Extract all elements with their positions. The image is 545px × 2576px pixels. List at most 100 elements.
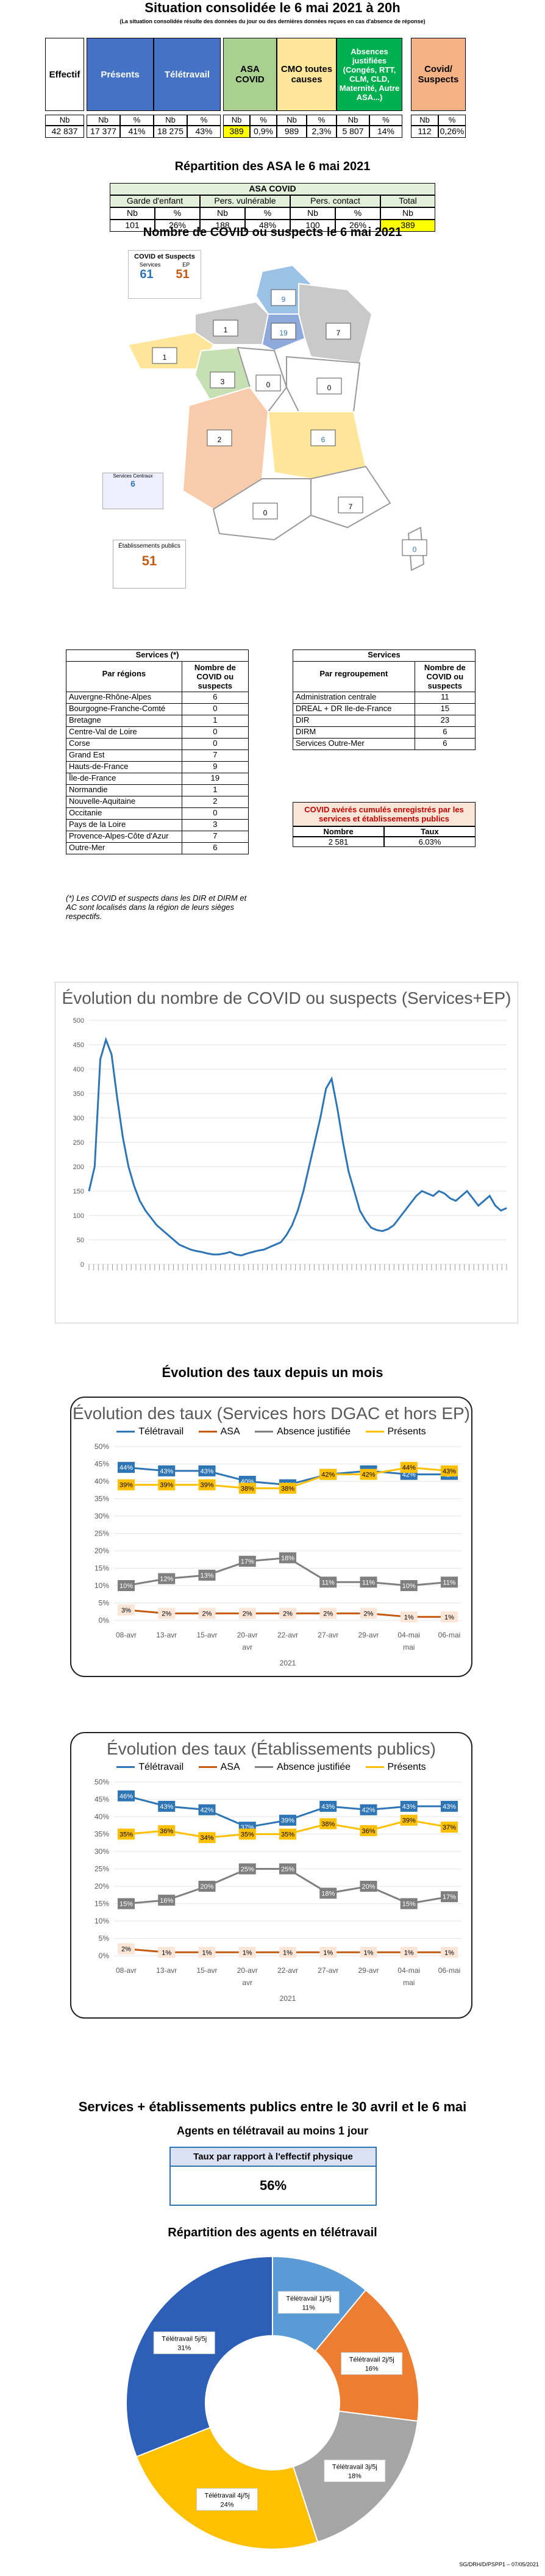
data-label-box (279, 1863, 296, 1874)
data-label: 25% (241, 1866, 254, 1873)
covid-point (88, 1190, 90, 1192)
asa-value: 101 (110, 220, 155, 232)
cumul-col2: Taux (384, 826, 476, 837)
teletravail-rate-value: 56% (259, 2178, 287, 2193)
asa-sub: Nb (200, 207, 245, 220)
chart3-svg: 50% 45% 40% 35% 30% 25% 20% 15% 10% 5% 0% 46% 43% 42%… (94, 1778, 461, 2003)
region-row: Île-de-France 19 (66, 773, 249, 785)
sub-cell: % (307, 115, 337, 126)
chart3-legend: Télétravail ASA Absence justifiée Présen… (71, 1760, 471, 1773)
etab-public-box: Établissements publics 51 (113, 540, 186, 589)
legend-teletravail: Télétravail (138, 1426, 184, 1437)
header-asa: ASA COVID (223, 38, 277, 111)
covid-point (308, 1166, 310, 1167)
legend-absence: Absence justifiée (277, 1426, 351, 1437)
value-cell: 5 807 (337, 126, 369, 138)
data-label-box (319, 1800, 337, 1812)
asa-sub: % (335, 207, 380, 220)
value-cell: 2,3% (307, 126, 337, 138)
header-covid: Covid/ Suspects (411, 38, 466, 111)
year-label: 2021 (280, 1994, 296, 2003)
data-label-box (198, 1608, 216, 1619)
sub-cell: Nb (154, 115, 187, 126)
data-label: 2% (364, 1610, 374, 1617)
group-name: DIRM (296, 727, 316, 736)
region-row: Bourgogne-Franche-Comté 0 (66, 704, 249, 715)
y-tick-label: 50 (77, 1237, 84, 1244)
sub-cell: % (120, 115, 154, 126)
donut-chart: Télétravail 1j/5j 11% Télétravail 2j/5j 16%… (126, 2255, 419, 2550)
x-tick-label: 27-avr (318, 1631, 338, 1639)
region-row: Bretagne 1 (66, 715, 249, 727)
y-tick-label: 45% (94, 1459, 109, 1468)
legend-presents: Présents (387, 1426, 426, 1437)
data-label-box (441, 1891, 458, 1902)
data-label-box (158, 1465, 176, 1476)
data-label: 3% (121, 1606, 131, 1614)
section2-title: Évolution des taux depuis un mois (162, 1365, 383, 1380)
data-label: 13% (200, 1572, 213, 1579)
data-label-box (238, 1555, 256, 1567)
occitanie-value: 0 (263, 509, 268, 517)
normandie-value: 1 (224, 326, 228, 334)
y-tick-label: 15% (94, 1899, 109, 1908)
region-row: Centre-Val de Loire 0 (66, 727, 249, 739)
services-regions-title: Services (*) (66, 649, 249, 662)
data-label: 42% (362, 1471, 375, 1478)
y-tick-label: 20% (94, 1547, 109, 1555)
data-label-box (198, 1831, 216, 1843)
covid-point (246, 1253, 248, 1254)
y-tick-label: 30% (94, 1847, 109, 1856)
data-label: 1% (444, 1614, 454, 1621)
services-regions-col2: Nombre de COVID ou suspects (181, 662, 248, 692)
group-row: DIR 23 (293, 715, 476, 727)
covid-point (263, 1249, 265, 1250)
sub-cell: Nb (277, 115, 307, 126)
covid-point (483, 1200, 485, 1201)
data-label: 17% (241, 1558, 254, 1565)
region-count: 7 (181, 750, 248, 761)
data-label: 43% (321, 1803, 335, 1810)
data-label: 43% (160, 1803, 173, 1810)
services-regions-table: Services (*) Par régions Nombre de COVID… (66, 649, 249, 854)
region-row: Nouvelle-Aquitaine 2 (66, 796, 249, 808)
data-label-box (319, 1608, 337, 1619)
legend-presents: Présents (387, 1761, 426, 1772)
services-centraux-label: Services Centraux (113, 473, 153, 479)
asa-sub: Nb (290, 207, 335, 220)
data-label-box (360, 1576, 377, 1587)
teletravail-rate-title: Taux par rapport à l'effectif physique (171, 2148, 376, 2167)
covid-series-line (88, 1037, 507, 1257)
region-name: Pays de la Loire (69, 820, 126, 829)
y-tick-label: 0 (80, 1261, 84, 1268)
donut-label-box (153, 2331, 215, 2355)
data-label-box (118, 1604, 135, 1615)
y-tick-label: 250 (73, 1139, 84, 1147)
x-tick-label: 06-mai (438, 1631, 461, 1639)
sub-cell: % (187, 115, 221, 126)
data-label-box (158, 1479, 176, 1490)
y-tick-label: 35% (94, 1494, 109, 1503)
cvl-value: 0 (266, 381, 271, 389)
sub-cell: Nb (411, 115, 438, 126)
asa-col: Pers. vulnérable (200, 195, 290, 207)
x-tick-label: 20-avr (237, 1966, 258, 1975)
data-label: 44% (402, 1464, 416, 1472)
donut-label-category: Télétravail 5j/5j (162, 2336, 207, 2343)
covid-point (466, 1190, 468, 1192)
header-effectif: Effectif (45, 38, 84, 111)
services-regions-rows: Auvergne-Rhône-Alpes 6 Bourgogne-Franche-C… (66, 692, 249, 854)
data-label: 43% (160, 1467, 173, 1475)
x-tick-label: 08-avr (116, 1966, 137, 1975)
services-groups-rows: Administration centrale 11 DREAL + DR Ile-… (293, 692, 476, 750)
data-label-box (400, 1898, 418, 1909)
y-tick-label: 15% (94, 1564, 109, 1572)
data-label: 2% (323, 1610, 333, 1617)
data-label: 25% (281, 1866, 294, 1873)
y-tick-label: 150 (73, 1188, 84, 1195)
donut-label-pct: 24% (220, 2501, 233, 2508)
data-label-box (158, 1800, 176, 1812)
etab-public-label: Établissements publics (118, 543, 180, 549)
region-count: 0 (181, 727, 248, 738)
bretagne-value: 1 (163, 353, 167, 362)
